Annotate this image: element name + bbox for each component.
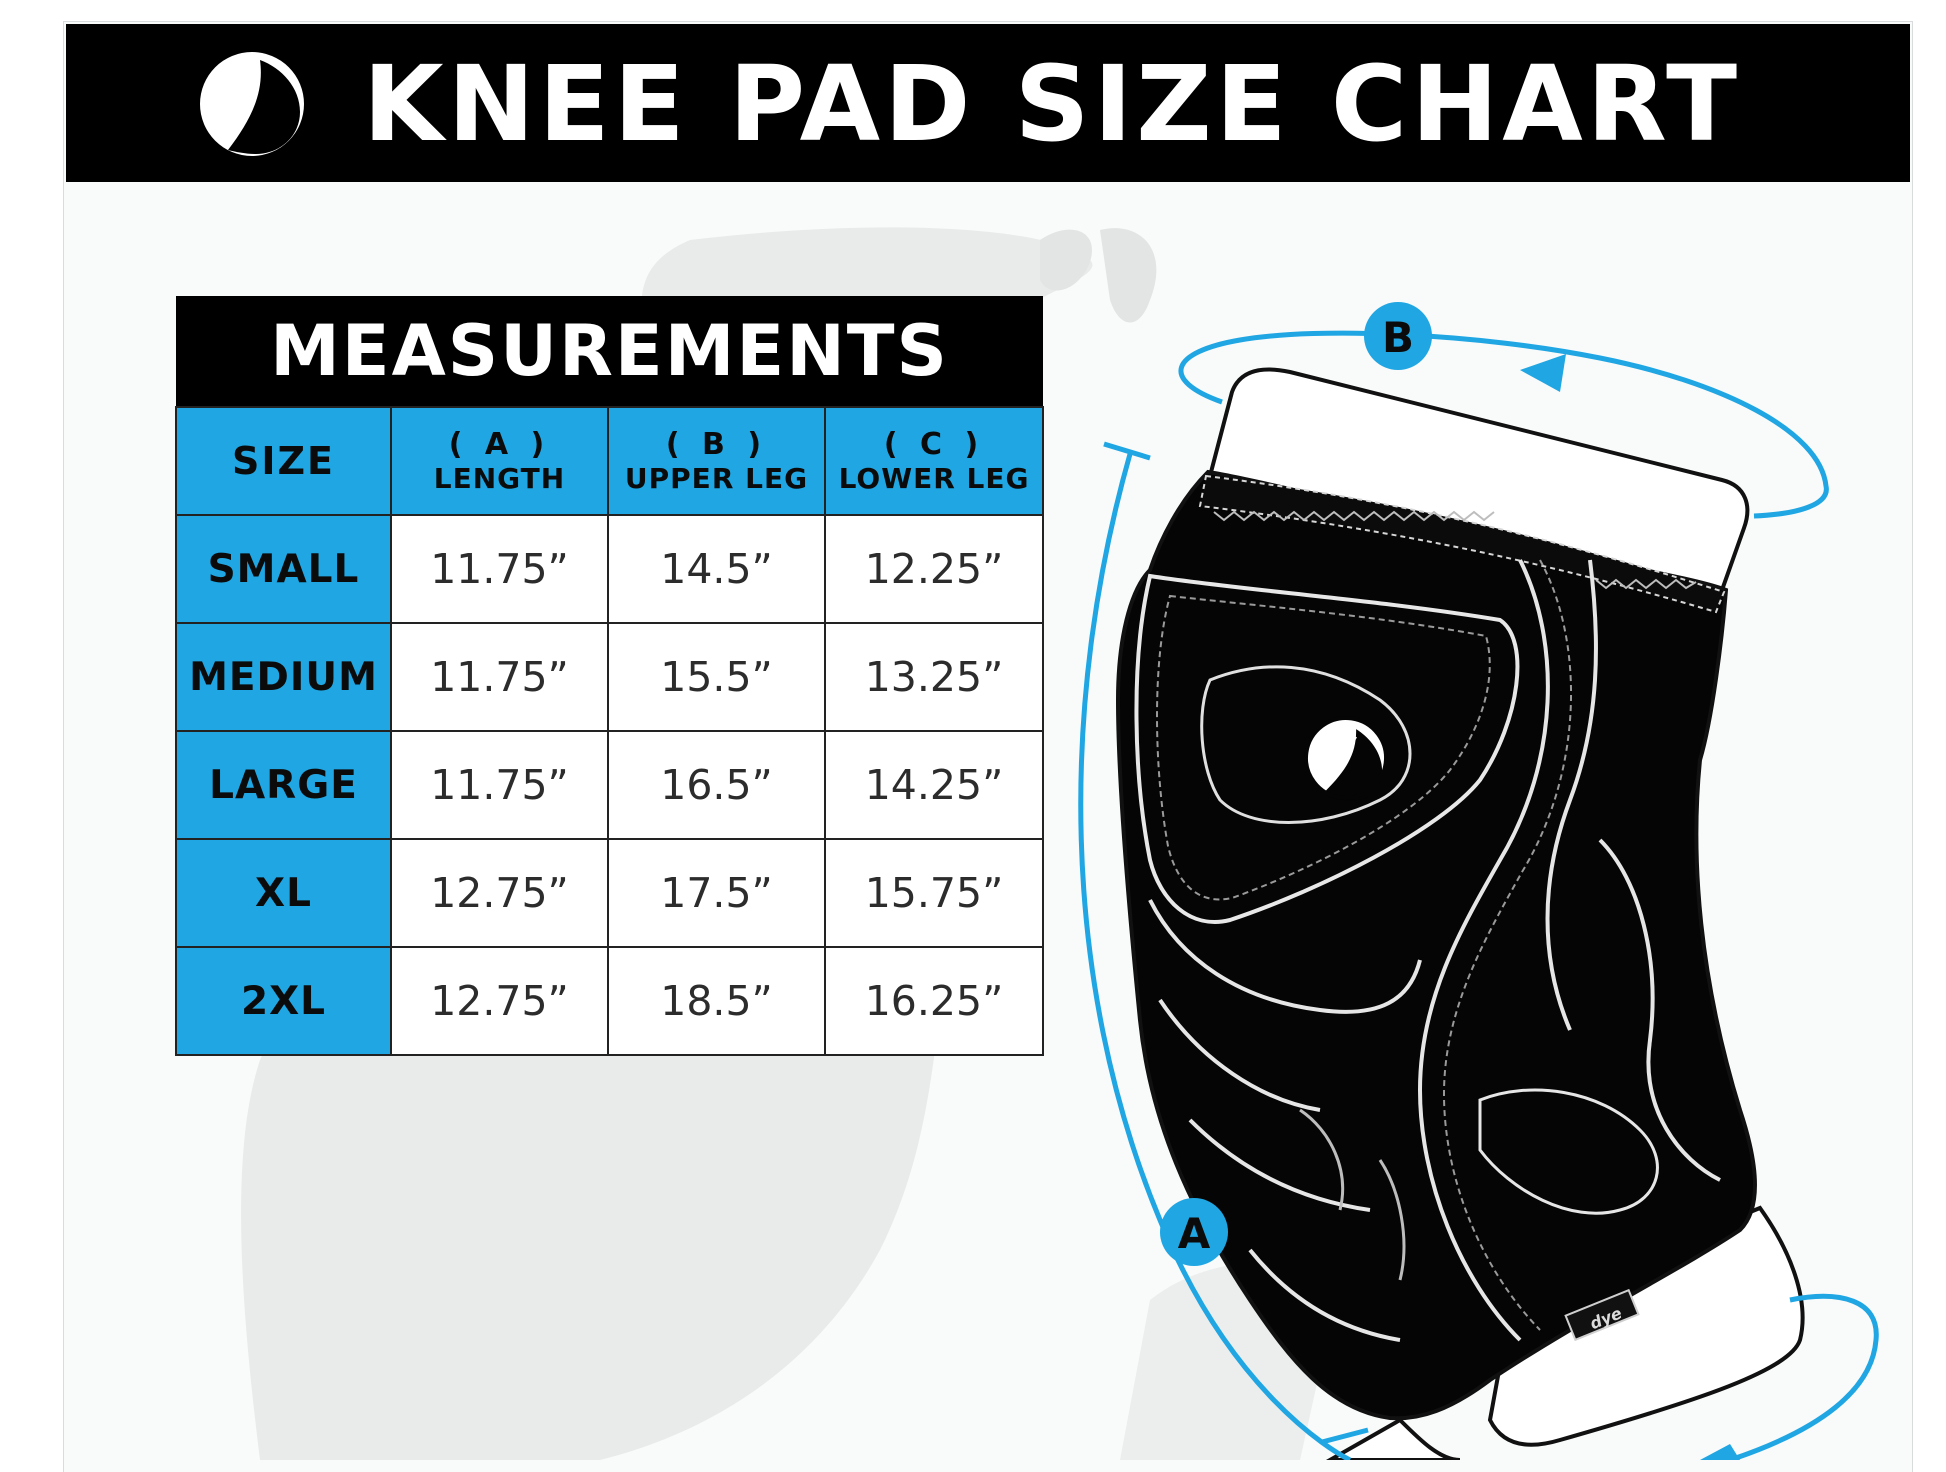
arrow-icon: [1700, 1444, 1740, 1460]
lower-leg-value: 15.75”: [823, 838, 1045, 948]
measure-c-guide: [1729, 1293, 1879, 1460]
label-b-badge: B: [1364, 302, 1432, 370]
label-a-badge: A: [1160, 1198, 1228, 1266]
lower-leg-value: 12.25”: [823, 514, 1045, 624]
arrow-icon: [1520, 354, 1566, 392]
label-b: B: [1382, 313, 1414, 362]
pad-tag: [1564, 1288, 1640, 1342]
size-label: SMALL: [175, 514, 392, 624]
length-value: 11.75”: [390, 514, 609, 624]
measure-a-guide: [1078, 453, 1352, 1460]
label-a: A: [1178, 1209, 1211, 1258]
leg-top-sleeve: [1207, 367, 1750, 593]
table-row: 2XL 12.75” 18.5” 16.25”: [175, 946, 1045, 1056]
column-header-length: ( A ) LENGTH: [390, 406, 609, 516]
length-value: 11.75”: [390, 622, 609, 732]
page-title: KNEE PAD SIZE CHART: [363, 43, 1742, 165]
column-key-a: ( A ): [448, 427, 551, 462]
size-table: MEASUREMENTS SIZE ( A ) LENGTH ( B ) UPP…: [175, 296, 1045, 1056]
length-value: 12.75”: [390, 946, 609, 1056]
upper-leg-value: 15.5”: [607, 622, 826, 732]
size-label: LARGE: [175, 730, 392, 840]
length-value: 12.75”: [390, 838, 609, 948]
upper-leg-value: 18.5”: [607, 946, 826, 1056]
table-row: MEDIUM 11.75” 15.5” 13.25”: [175, 622, 1045, 732]
size-label: XL: [175, 838, 392, 948]
column-header-size: SIZE: [175, 406, 392, 516]
table-row: LARGE 11.75” 16.5” 14.25”: [175, 730, 1045, 840]
column-header-lower-leg: ( C ) LOWER LEG: [823, 406, 1045, 516]
lower-leg-value: 16.25”: [823, 946, 1045, 1056]
leg-bottom-sleeve: [1487, 1205, 1805, 1447]
table-row: SMALL 11.75” 14.5” 12.25”: [175, 514, 1045, 624]
column-key-c: ( C ): [883, 427, 985, 462]
column-name-length: LENGTH: [433, 462, 566, 495]
upper-leg-value: 14.5”: [607, 514, 826, 624]
column-header-upper-leg: ( B ) UPPER LEG: [607, 406, 826, 516]
lower-leg-value: 14.25”: [823, 730, 1045, 840]
pad-logo-icon: [1304, 716, 1388, 801]
size-label: 2XL: [175, 946, 392, 1056]
length-value: 11.75”: [390, 730, 609, 840]
knee-pad-body: [1115, 469, 1757, 1421]
upper-leg-value: 17.5”: [607, 838, 826, 948]
upper-leg-value: 16.5”: [607, 730, 826, 840]
table-row: XL 12.75” 17.5” 15.75”: [175, 838, 1045, 948]
column-name-upper-leg: UPPER LEG: [624, 462, 809, 495]
column-key-b: ( B ): [665, 427, 768, 462]
table-header-row: SIZE ( A ) LENGTH ( B ) UPPER LEG ( C ) …: [175, 406, 1045, 516]
column-name-lower-leg: LOWER LEG: [838, 462, 1030, 495]
lower-leg-value: 13.25”: [823, 622, 1045, 732]
header-bar: KNEE PAD SIZE CHART: [66, 24, 1910, 182]
measure-b-guide: [1178, 330, 1829, 519]
dye-logo-icon: [200, 52, 304, 156]
table-caption: MEASUREMENTS: [176, 296, 1044, 407]
size-label: MEDIUM: [175, 622, 392, 732]
